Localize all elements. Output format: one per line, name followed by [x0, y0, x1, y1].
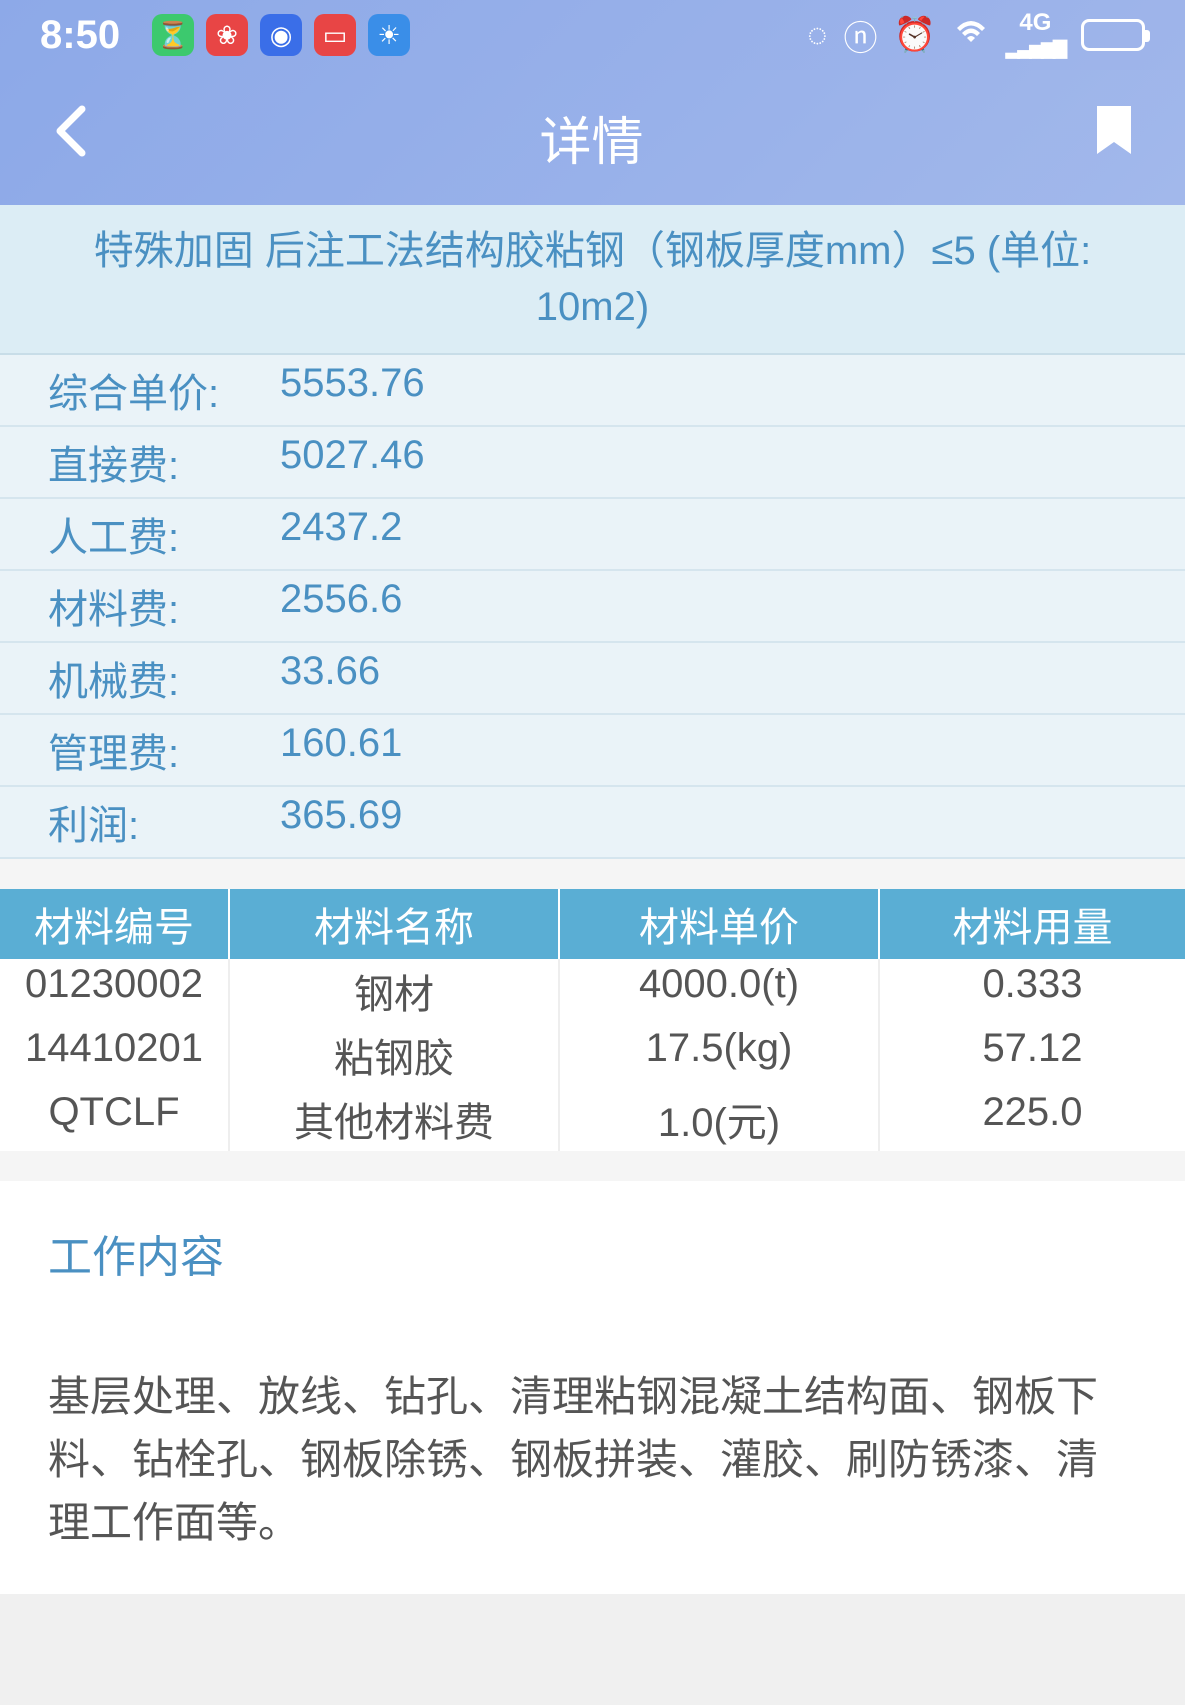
status-right: ◌ ⓝ ⏰ 4G: [807, 11, 1145, 60]
status-app-icon: ◉: [260, 14, 302, 56]
alarm-icon: ⏰: [893, 15, 935, 55]
info-value: 365.69: [280, 793, 1185, 851]
info-value: 2556.6: [280, 577, 1185, 635]
cell-name: 其他材料费: [230, 1087, 560, 1151]
status-app-icon: ⏳: [152, 14, 194, 56]
table-row: QTCLF其他材料费1.0(元)225.0: [0, 1087, 1185, 1151]
info-value: 160.61: [280, 721, 1185, 779]
info-row: 人工费:2437.2: [0, 499, 1185, 571]
info-label: 利润:: [0, 793, 280, 851]
speed-icon: ◌: [807, 16, 827, 55]
detail-title: 特殊加固 后注工法结构胶粘钢（钢板厚度mm）≤5 (单位: 10m2): [40, 223, 1145, 335]
work-content-title: 工作内容: [48, 1221, 1137, 1285]
info-value: 2437.2: [280, 505, 1185, 563]
info-row: 机械费:33.66: [0, 643, 1185, 715]
spacer: [0, 859, 1185, 889]
nfc-icon: ⓝ: [843, 11, 877, 60]
info-row: 综合单价:5553.76: [0, 355, 1185, 427]
page-title: 详情: [539, 100, 643, 175]
signal-4g-icon: 4G: [1006, 11, 1065, 59]
cell-price: 1.0(元): [560, 1087, 880, 1151]
work-content-body: 基层处理、放线、钻孔、清理粘钢混凝土结构面、钢板下料、钻栓孔、钢板除锈、钢板拼装…: [0, 1305, 1185, 1594]
bookmark-button[interactable]: [1093, 106, 1135, 170]
info-label: 材料费:: [0, 577, 280, 635]
status-bar: 8:50 ⏳ ❀ ◉ ▭ ☀ ◌ ⓝ ⏰ 4G: [0, 0, 1185, 70]
cell-name: 粘钢胶: [230, 1023, 560, 1087]
cell-qty: 225.0: [880, 1087, 1185, 1151]
info-label: 综合单价:: [0, 361, 280, 419]
info-label: 直接费:: [0, 433, 280, 491]
info-row: 直接费:5027.46: [0, 427, 1185, 499]
status-time: 8:50: [40, 13, 120, 58]
info-value: 5027.46: [280, 433, 1185, 491]
status-left: 8:50 ⏳ ❀ ◉ ▭ ☀: [40, 13, 410, 58]
col-header-qty: 材料用量: [880, 889, 1185, 959]
cell-id: QTCLF: [0, 1087, 230, 1151]
spacer: [0, 1151, 1185, 1181]
table-row: 14410201粘钢胶17.5(kg)57.12: [0, 1023, 1185, 1087]
info-value: 5553.76: [280, 361, 1185, 419]
status-app-icon: ▭: [314, 14, 356, 56]
battery-icon: [1081, 19, 1145, 51]
cell-id: 14410201: [0, 1023, 230, 1087]
info-row: 利润:365.69: [0, 787, 1185, 859]
table-header: 材料编号 材料名称 材料单价 材料用量: [0, 889, 1185, 959]
cell-qty: 57.12: [880, 1023, 1185, 1087]
info-row: 材料费:2556.6: [0, 571, 1185, 643]
work-content-header: 工作内容: [0, 1181, 1185, 1305]
col-header-name: 材料名称: [230, 889, 560, 959]
content-area: 特殊加固 后注工法结构胶粘钢（钢板厚度mm）≤5 (单位: 10m2) 综合单价…: [0, 205, 1185, 1594]
work-content-text: 基层处理、放线、钻孔、清理粘钢混凝土结构面、钢板下料、钻栓孔、钢板除锈、钢板拼装…: [48, 1365, 1137, 1554]
info-value: 33.66: [280, 649, 1185, 707]
info-label: 机械费:: [0, 649, 280, 707]
cell-name: 钢材: [230, 959, 560, 1023]
cell-price: 17.5(kg): [560, 1023, 880, 1087]
status-app-icon: ❀: [206, 14, 248, 56]
col-header-id: 材料编号: [0, 889, 230, 959]
wifi-icon: [952, 16, 990, 55]
cell-price: 4000.0(t): [560, 959, 880, 1023]
col-header-price: 材料单价: [560, 889, 880, 959]
materials-table: 材料编号 材料名称 材料单价 材料用量 01230002钢材4000.0(t)0…: [0, 889, 1185, 1151]
cell-id: 01230002: [0, 959, 230, 1023]
status-app-icon: ☀: [368, 14, 410, 56]
app-header: 详情: [0, 70, 1185, 205]
info-label: 管理费:: [0, 721, 280, 779]
info-row: 管理费:160.61: [0, 715, 1185, 787]
back-button[interactable]: [50, 101, 90, 175]
detail-title-section: 特殊加固 后注工法结构胶粘钢（钢板厚度mm）≤5 (单位: 10m2): [0, 205, 1185, 355]
info-label: 人工费:: [0, 505, 280, 563]
cell-qty: 0.333: [880, 959, 1185, 1023]
table-row: 01230002钢材4000.0(t)0.333: [0, 959, 1185, 1023]
